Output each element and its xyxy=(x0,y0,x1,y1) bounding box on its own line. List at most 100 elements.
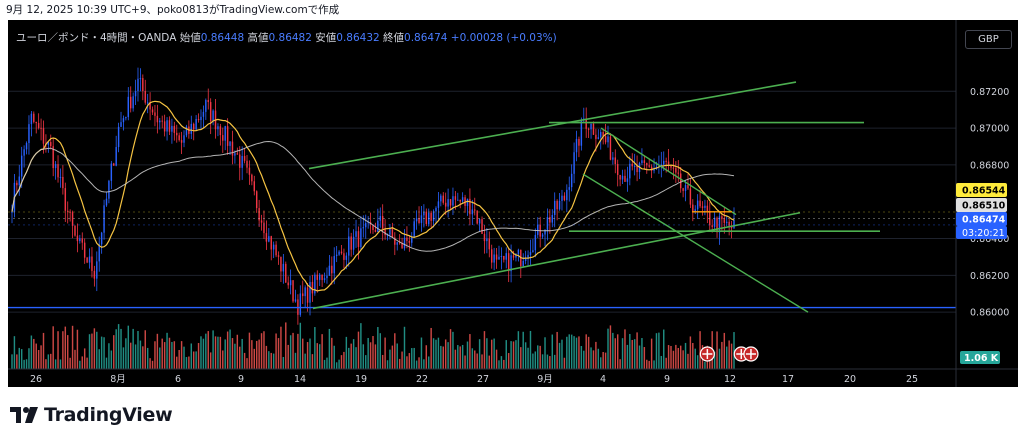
lower-channel-line[interactable] xyxy=(312,211,801,310)
volume-bar xyxy=(205,333,207,369)
volume-bar xyxy=(461,344,464,369)
volume-bar xyxy=(529,330,532,369)
volume-bar xyxy=(277,338,280,369)
volume-bar xyxy=(348,347,350,369)
volume-bar xyxy=(268,351,270,369)
volume-bar xyxy=(166,332,168,369)
volume-bar xyxy=(282,357,285,369)
volume-bar xyxy=(677,347,679,369)
upper-channel-line[interactable] xyxy=(308,81,797,170)
volume-bar xyxy=(229,329,231,369)
volume-bar xyxy=(583,350,585,369)
volume-bar xyxy=(113,335,115,369)
volume-bar xyxy=(127,325,130,369)
time-tick-label: 27 xyxy=(477,374,489,385)
candle-body xyxy=(202,111,205,117)
volume-bar xyxy=(185,357,188,369)
candle-body xyxy=(40,127,42,129)
candle-body xyxy=(716,217,718,233)
volume-bar xyxy=(629,333,631,369)
volume-bar xyxy=(343,351,345,369)
volume-bar xyxy=(469,334,471,369)
volume-bar xyxy=(287,344,289,369)
candle-body xyxy=(495,254,498,260)
volume-bar xyxy=(580,346,583,369)
candle-body xyxy=(314,274,316,294)
descending-channel-top[interactable] xyxy=(600,127,737,216)
candle-body xyxy=(616,164,619,175)
candle-body xyxy=(105,198,108,206)
candle-body xyxy=(718,216,721,233)
volume-bar xyxy=(37,350,40,369)
candle-body xyxy=(374,230,377,232)
volume-bar xyxy=(522,331,524,369)
volume-bar xyxy=(689,336,692,369)
chart-panel[interactable]: 0.87200 0.87000 0.86800 0.86400 0.86200 0.860… xyxy=(8,20,1018,387)
volume-bar xyxy=(285,322,287,369)
candle-body xyxy=(711,225,713,227)
volume-bar xyxy=(437,337,440,369)
volume-bar xyxy=(648,360,650,369)
volume-bar xyxy=(110,350,113,369)
volume-bar xyxy=(398,358,401,369)
candle-body xyxy=(168,120,171,132)
candle-body xyxy=(248,167,251,175)
volume-bar xyxy=(474,350,476,369)
volume-bar xyxy=(381,354,384,369)
candle-body xyxy=(74,225,76,236)
currency-badge[interactable]: GBP xyxy=(965,30,1012,49)
volume-bar xyxy=(132,328,134,369)
volume-bar xyxy=(79,360,81,369)
volume-bar xyxy=(190,343,193,369)
candle-body xyxy=(551,215,554,223)
volume-bar xyxy=(108,343,110,369)
volume-bar xyxy=(246,358,248,369)
candle-body xyxy=(679,173,682,189)
volume-bar xyxy=(54,359,57,369)
candle-body xyxy=(217,126,219,130)
candle-body xyxy=(226,126,229,146)
volume-bar xyxy=(28,348,30,369)
symbol-name: ユーロ／ポンド・4時間・OANDA xyxy=(16,32,177,44)
descending-channel-bottom[interactable] xyxy=(582,173,809,313)
volume-bar xyxy=(544,337,546,369)
volume-bar xyxy=(134,344,137,369)
volume-bar xyxy=(418,357,420,369)
candle-body xyxy=(396,242,398,245)
candle-body xyxy=(546,217,549,230)
candle-body xyxy=(323,278,326,281)
candle-body xyxy=(127,96,130,118)
candle-body xyxy=(59,176,62,178)
candle-body xyxy=(449,199,452,206)
price-chart[interactable]: 0.87200 0.87000 0.86800 0.86400 0.86200 0.860… xyxy=(8,20,1018,387)
volume-bar xyxy=(88,334,91,369)
volume-bar xyxy=(171,341,173,369)
countdown-badge xyxy=(956,226,1007,239)
candle-body xyxy=(33,113,35,122)
volume-bar xyxy=(682,350,684,369)
volume-bar xyxy=(546,354,549,369)
volume-bar xyxy=(503,359,505,369)
candle-body xyxy=(624,175,626,182)
candle-body xyxy=(481,219,483,234)
volume-bar xyxy=(660,355,663,369)
volume-bar xyxy=(730,343,733,369)
volume-bar xyxy=(251,340,253,369)
volume-bar xyxy=(345,336,348,369)
volume-bar xyxy=(723,332,726,369)
volume-bar xyxy=(214,336,217,369)
candle-body xyxy=(159,120,161,123)
price-tick-label: 0.86200 xyxy=(970,271,1009,282)
volume-bar xyxy=(263,331,265,369)
tradingview-logo: TradingView xyxy=(10,401,173,429)
countdown-text: 03:20:21 xyxy=(962,228,1005,239)
volume-bar xyxy=(658,332,660,369)
volume-badge xyxy=(960,351,1000,364)
candle-body xyxy=(696,200,699,210)
candle-body xyxy=(272,244,275,250)
candle-body xyxy=(614,157,617,165)
volume-bar xyxy=(457,345,459,369)
candle-body xyxy=(304,287,306,297)
time-tick-label: 4 xyxy=(600,374,606,385)
candle-body xyxy=(677,172,679,174)
